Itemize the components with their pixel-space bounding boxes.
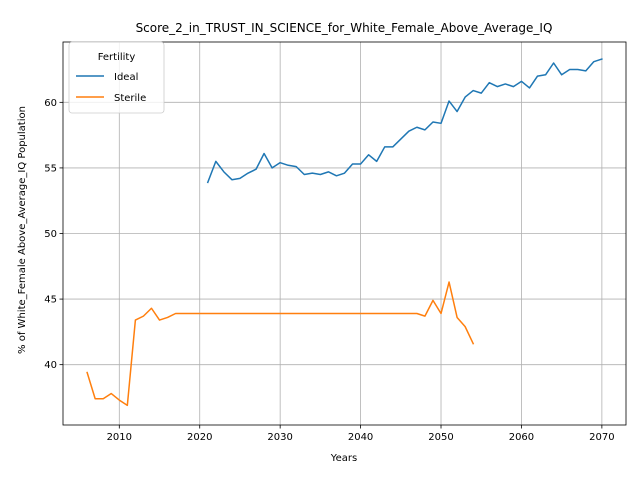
legend-label-ideal: Ideal bbox=[114, 72, 138, 83]
y-tick-label: 60 bbox=[44, 98, 57, 109]
x-axis-label: Years bbox=[330, 453, 357, 464]
chart-title: Score_2_in_TRUST_IN_SCIENCE_for_White_Fe… bbox=[136, 21, 553, 35]
y-tick-label: 55 bbox=[44, 163, 57, 174]
x-tick-label: 2020 bbox=[187, 432, 212, 443]
x-tick-label: 2030 bbox=[267, 432, 292, 443]
legend-label-sterile: Sterile bbox=[114, 93, 146, 104]
x-tick-label: 2040 bbox=[348, 432, 373, 443]
series-line-sterile bbox=[86, 281, 475, 407]
x-tick-label: 2050 bbox=[428, 432, 453, 443]
grid bbox=[63, 42, 626, 425]
y-tick-label: 45 bbox=[44, 295, 57, 306]
x-tick-label: 2070 bbox=[589, 432, 614, 443]
y-tick-label: 40 bbox=[44, 360, 57, 371]
legend-title: Fertility bbox=[98, 52, 136, 63]
y-axis-label: % of White_Female Above_Average_IQ Popul… bbox=[17, 106, 28, 354]
legend: Fertility Ideal Sterile bbox=[68, 41, 165, 114]
y-tick-label: 50 bbox=[44, 229, 57, 240]
ticks: 2010 2020 2030 2040 2050 2060 2070 40 45 50 55 60 bbox=[44, 98, 614, 443]
series-lines bbox=[86, 58, 603, 407]
x-tick-label: 2060 bbox=[509, 432, 534, 443]
series-line-ideal bbox=[206, 58, 603, 184]
legend-box bbox=[68, 41, 165, 114]
x-tick-label: 2010 bbox=[107, 432, 132, 443]
